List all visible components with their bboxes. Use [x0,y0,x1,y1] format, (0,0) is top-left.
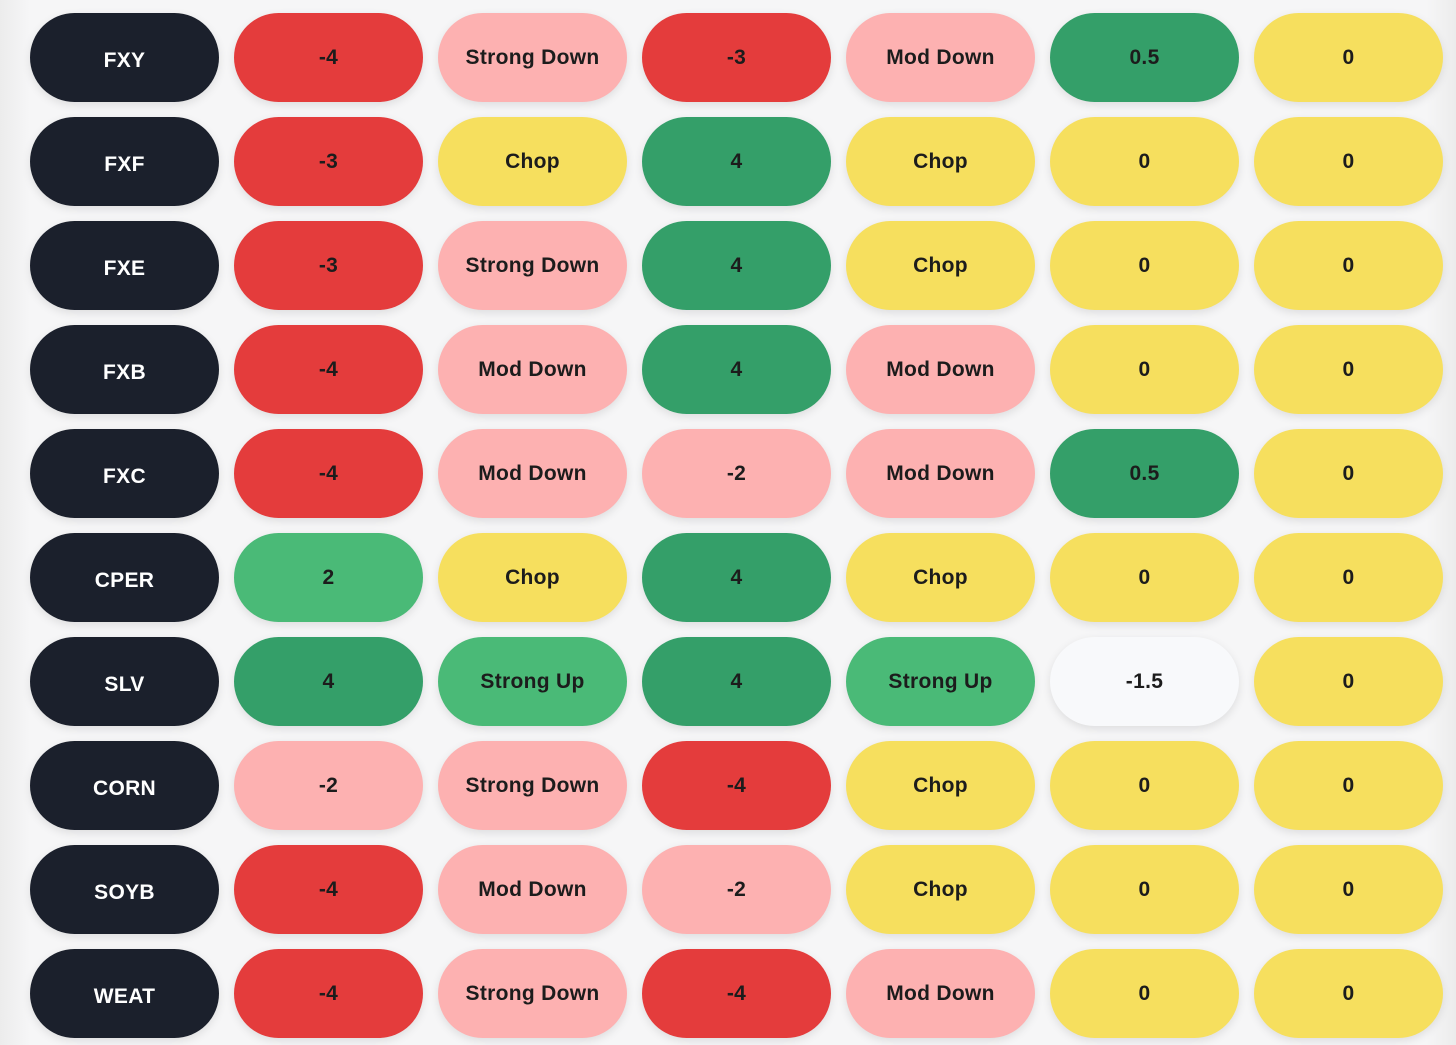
score-2-pill: -4 [642,741,831,830]
ticker-pill: CPER [30,533,219,622]
trend-2-pill: Strong Up [846,637,1035,726]
trend-1-pill: Mod Down [438,429,627,518]
trend-1-pill: Strong Down [438,13,627,102]
trend-2-pill: Mod Down [846,429,1035,518]
score-3-pill: 0 [1050,845,1239,934]
score-4-pill: 0 [1254,741,1443,830]
trend-1-pill: Chop [438,117,627,206]
trend-1-pill: Strong Down [438,221,627,310]
trend-1-pill: Chop [438,533,627,622]
ticker-pill: FXE [30,221,219,310]
score-1-pill: -4 [234,949,423,1038]
score-3-pill: 0 [1050,221,1239,310]
trend-1-pill: Strong Down [438,741,627,830]
trend-2-pill: Mod Down [846,949,1035,1038]
trend-1-pill: Strong Up [438,637,627,726]
trend-2-pill: Mod Down [846,325,1035,414]
score-2-pill: -3 [642,13,831,102]
signal-table: FXY -4 Strong Down -3 Mod Down 0.5 0 FXF -3 Chop 4… [30,13,1443,1038]
score-1-pill: -4 [234,845,423,934]
score-2-pill: 4 [642,637,831,726]
ticker-pill: FXB [30,325,219,414]
trend-2-pill: Chop [846,221,1035,310]
score-1-pill: 4 [234,637,423,726]
score-3-pill: 0 [1050,533,1239,622]
score-4-pill: 0 [1254,325,1443,414]
score-3-pill: 0.5 [1050,13,1239,102]
score-1-pill: -4 [234,429,423,518]
score-3-pill: -1.5 [1050,637,1239,726]
score-2-pill: 4 [642,221,831,310]
ticker-pill: FXY [30,13,219,102]
trend-2-pill: Mod Down [846,13,1035,102]
score-2-pill: -4 [642,949,831,1038]
trend-2-pill: Chop [846,845,1035,934]
ticker-pill: WEAT [30,949,219,1038]
score-3-pill: 0 [1050,949,1239,1038]
ticker-pill: FXF [30,117,219,206]
score-2-pill: 4 [642,533,831,622]
score-4-pill: 0 [1254,13,1443,102]
trend-1-pill: Mod Down [438,845,627,934]
score-2-pill: -2 [642,429,831,518]
score-3-pill: 0 [1050,741,1239,830]
score-4-pill: 0 [1254,637,1443,726]
score-4-pill: 0 [1254,221,1443,310]
score-3-pill: 0 [1050,117,1239,206]
trend-2-pill: Chop [846,117,1035,206]
score-1-pill: -4 [234,13,423,102]
score-4-pill: 0 [1254,429,1443,518]
score-1-pill: -3 [234,117,423,206]
score-3-pill: 0 [1050,325,1239,414]
score-2-pill: 4 [642,117,831,206]
trend-1-pill: Mod Down [438,325,627,414]
score-4-pill: 0 [1254,845,1443,934]
score-4-pill: 0 [1254,533,1443,622]
score-4-pill: 0 [1254,117,1443,206]
score-1-pill: -3 [234,221,423,310]
score-1-pill: 2 [234,533,423,622]
trend-2-pill: Chop [846,741,1035,830]
score-2-pill: 4 [642,325,831,414]
score-4-pill: 0 [1254,949,1443,1038]
score-1-pill: -2 [234,741,423,830]
ticker-pill: SLV [30,637,219,726]
ticker-pill: CORN [30,741,219,830]
score-2-pill: -2 [642,845,831,934]
trend-2-pill: Chop [846,533,1035,622]
ticker-pill: FXC [30,429,219,518]
score-3-pill: 0.5 [1050,429,1239,518]
ticker-pill: SOYB [30,845,219,934]
trend-1-pill: Strong Down [438,949,627,1038]
score-1-pill: -4 [234,325,423,414]
